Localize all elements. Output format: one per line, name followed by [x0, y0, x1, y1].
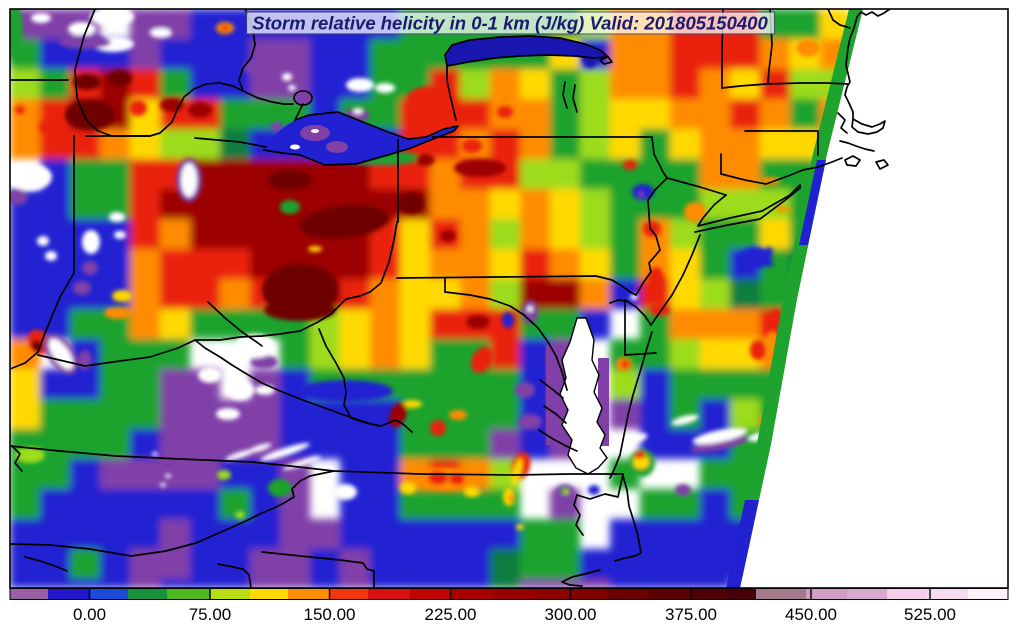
svg-text:0.00: 0.00 — [73, 605, 106, 624]
svg-text:375.00: 375.00 — [665, 605, 717, 624]
svg-text:75.00: 75.00 — [189, 605, 232, 624]
svg-text:450.00: 450.00 — [785, 605, 837, 624]
svg-text:525.00: 525.00 — [904, 605, 956, 624]
svg-text:300.00: 300.00 — [545, 605, 597, 624]
svg-text:225.00: 225.00 — [425, 605, 477, 624]
svg-text:150.00: 150.00 — [304, 605, 356, 624]
svg-text:Storm relative helicity in 0-1: Storm relative helicity in 0-1 km (J/kg)… — [252, 13, 768, 34]
